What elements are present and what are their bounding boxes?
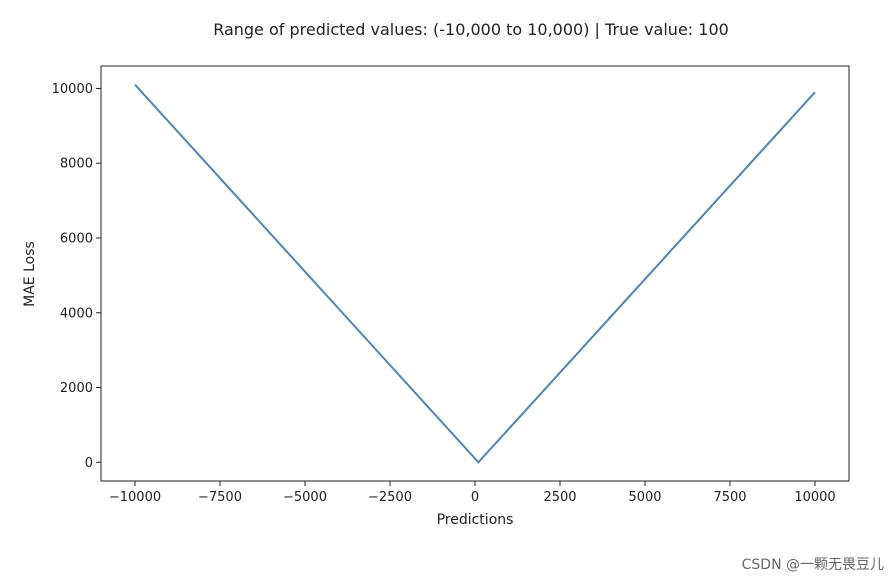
x-tick-label: −7500 (198, 490, 242, 505)
y-tick-label: 4000 (60, 306, 93, 321)
y-axis: 0 2000 4000 6000 8000 10000 (52, 82, 101, 471)
y-tick-label: 0 (85, 456, 93, 471)
x-tick-label: 2500 (543, 490, 576, 505)
x-axis: −10000 −7500 −5000 −2500 0 2500 5000 7500 10000 (109, 481, 836, 505)
y-tick-label: 6000 (60, 231, 93, 246)
x-tick-label: 0 (471, 490, 479, 505)
y-axis-label: MAE Loss (22, 241, 38, 307)
x-tick-label: 5000 (628, 490, 661, 505)
watermark: CSDN @一颗无畏豆儿 (741, 557, 884, 573)
x-tick-label: 10000 (794, 490, 835, 505)
x-tick-label: 7500 (713, 490, 746, 505)
series-line-0 (134, 84, 816, 464)
x-tick-label: −10000 (109, 490, 161, 505)
x-tick-label: −2500 (368, 490, 412, 505)
x-tick-label: −5000 (283, 490, 327, 505)
y-tick-label: 8000 (60, 157, 93, 172)
plot-area-frame (100, 65, 850, 482)
series-layer (134, 84, 816, 464)
y-tick-label: 10000 (52, 82, 93, 97)
x-axis-label: Predictions (437, 512, 514, 528)
chart-title: Range of predicted values: (-10,000 to 1… (213, 20, 729, 39)
y-tick-label: 2000 (60, 381, 93, 396)
